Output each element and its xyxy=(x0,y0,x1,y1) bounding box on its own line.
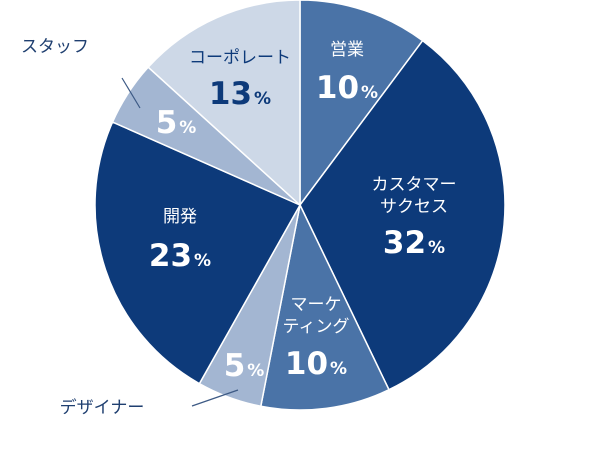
slice-label-1-line-0: カスタマー xyxy=(372,175,457,195)
pie-slice-2 xyxy=(259,202,390,411)
pie-slice-1 xyxy=(299,39,506,391)
slice-value-4: 23% xyxy=(149,238,211,274)
slice-value-3: 5% xyxy=(224,348,265,384)
slice-label-3: デザイナー xyxy=(60,397,145,418)
leader-line-5 xyxy=(121,77,141,109)
slice-value-6: 13% xyxy=(209,76,271,112)
pie-slices xyxy=(94,0,506,411)
slice-label-1-line-1: サクセス xyxy=(380,197,448,217)
slice-value-5: 5% xyxy=(156,105,197,141)
slice-label-5: スタッフ xyxy=(21,37,89,57)
slice-value-0: 10% xyxy=(316,70,378,106)
slice-value-2: 10% xyxy=(285,346,347,382)
slice-label-4-line-0: 開発 xyxy=(163,207,197,227)
pie-slice-4 xyxy=(94,121,302,385)
pie-slice-6 xyxy=(147,0,301,207)
slice-value-1: 32% xyxy=(383,225,445,261)
slice-label-6-line-0: コーポレート xyxy=(189,48,291,68)
pie-slice-0 xyxy=(299,0,424,208)
slice-label-0-line-0: 営業 xyxy=(330,40,364,60)
slice-label-2-line-1: ティング xyxy=(283,317,350,337)
leader-line-3 xyxy=(191,389,239,407)
slice-label-2-line-0: マーケ xyxy=(291,295,342,315)
